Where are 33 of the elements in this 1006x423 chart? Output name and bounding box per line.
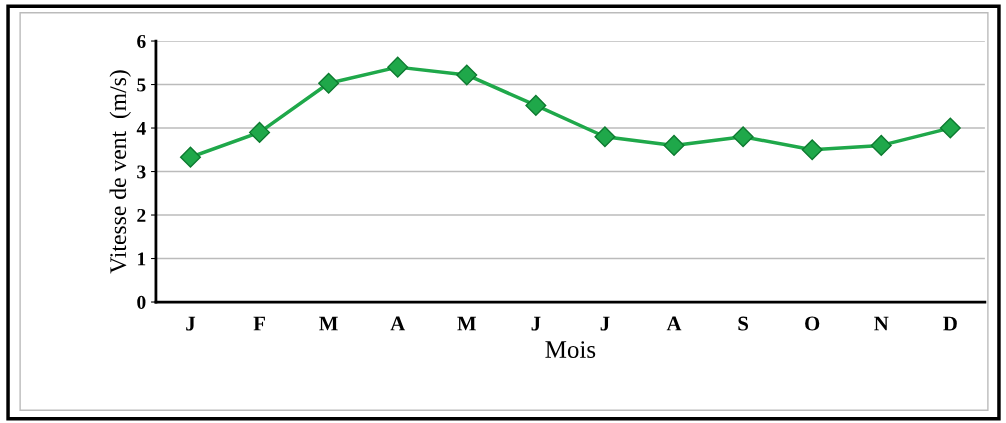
point bbox=[249, 121, 271, 143]
point bbox=[387, 56, 409, 78]
x-tick-label: J bbox=[600, 316, 610, 331]
point bbox=[456, 64, 478, 86]
y-tick-label: 2 bbox=[137, 208, 146, 222]
point bbox=[318, 72, 340, 94]
y-tick-label: 1 bbox=[138, 252, 146, 266]
x-tick-label: A bbox=[390, 316, 406, 331]
y-tick-label: 5 bbox=[137, 78, 146, 92]
y-tick-label: 0 bbox=[137, 295, 146, 309]
x-tick-label: S bbox=[738, 316, 749, 331]
point bbox=[732, 126, 754, 148]
x-tick-label: N bbox=[874, 316, 889, 331]
point bbox=[179, 146, 201, 168]
x-tick-label: M bbox=[319, 316, 338, 331]
point bbox=[525, 94, 547, 116]
x-tick-label: J bbox=[531, 316, 541, 331]
point bbox=[870, 134, 892, 156]
point bbox=[663, 134, 685, 156]
y-tick-label: 3 bbox=[137, 165, 146, 179]
x-tick-label: D bbox=[943, 316, 957, 331]
x-axis-title: Mois bbox=[545, 341, 596, 358]
point bbox=[939, 117, 961, 139]
point bbox=[594, 126, 616, 148]
x-tick-label: M bbox=[457, 316, 477, 331]
x-tick-label: F bbox=[253, 316, 265, 331]
y-axis-title: Vitesse de vent (m/s) bbox=[109, 70, 131, 274]
x-tick-label: O bbox=[805, 316, 820, 331]
x-tick-label: A bbox=[666, 316, 682, 331]
x-tick-label: J bbox=[186, 316, 196, 331]
point bbox=[801, 139, 823, 161]
y-tick-label: 4 bbox=[136, 121, 146, 135]
y-tick-label: 6 bbox=[137, 34, 146, 48]
